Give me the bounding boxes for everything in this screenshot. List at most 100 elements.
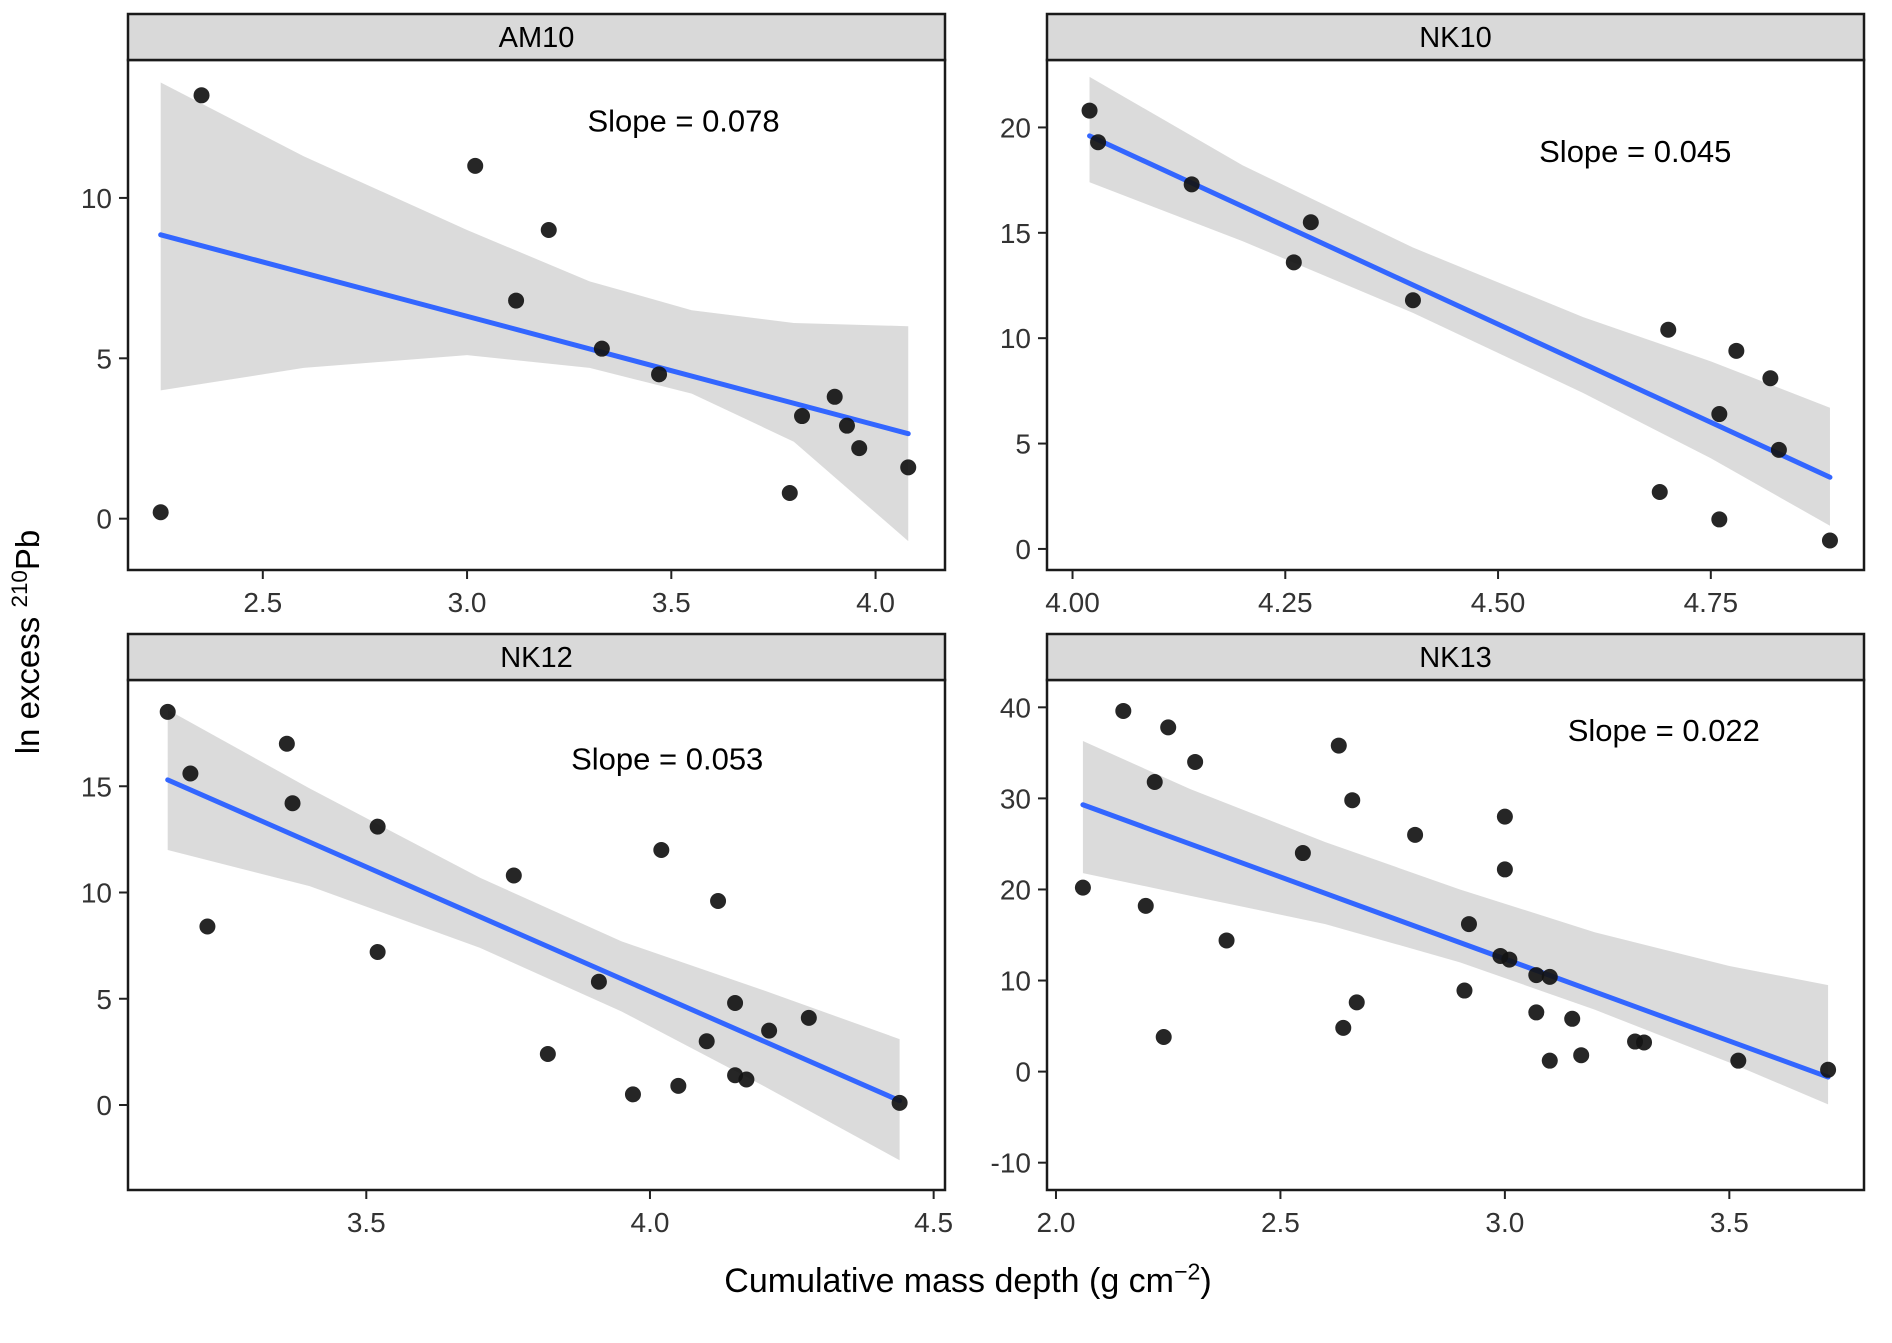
data-point (1456, 982, 1473, 999)
data-point (1762, 370, 1779, 387)
plot-layer (159, 703, 908, 1161)
y-axis-label: ln excess 210Pb (7, 529, 47, 755)
facet-title: AM10 (499, 22, 575, 54)
y-axis-label-column: ln excess 210Pb (0, 12, 56, 1343)
y-tick-label: 20 (1000, 874, 1031, 905)
x-tick-label: 3.5 (347, 1207, 386, 1238)
data-point (369, 944, 386, 960)
data-point (369, 818, 386, 835)
data-point (710, 893, 727, 909)
y-tick-label: 10 (81, 183, 112, 214)
facet-panel-nk12: NK12 3.5 4.0 4.5 0 5 10 15 Slope = 0.053 (81, 632, 953, 1238)
data-point (199, 918, 216, 935)
plot-layer (1081, 76, 1838, 549)
plot-layer (152, 82, 917, 542)
regression-line (158, 232, 911, 437)
data-point (1460, 916, 1477, 933)
panel-background (1047, 60, 1864, 570)
confidence-ribbon (167, 709, 900, 1161)
x-tick-label: 4.50 (1471, 587, 1526, 618)
x-tick-label: 4.00 (1045, 587, 1100, 618)
data-point (727, 995, 744, 1011)
facet-grid: AM10 2.5 3.0 3.5 4.0 0 5 10 Slope = 0.078 NK10 4.… (56, 12, 1892, 1343)
data-point (1820, 1061, 1837, 1078)
data-point (1728, 342, 1745, 359)
y-tick-label: 0 (96, 1090, 112, 1121)
plot-layer (1074, 702, 1837, 1105)
y-tick-label: 10 (81, 878, 112, 909)
data-point (781, 485, 798, 502)
slope-annotation: Slope = 0.045 (1539, 134, 1731, 169)
x-tick-label: 4.0 (631, 1207, 670, 1238)
data-point (1344, 792, 1361, 809)
y-axis-label-isotope: Pb (9, 529, 46, 571)
facet-panel-nk10: NK10 4.00 4.25 4.50 4.75 0 5 10 15 20 Slope = 0.04… (1000, 12, 1866, 618)
y-tick-label: 30 (1000, 783, 1031, 814)
data-point (738, 1071, 755, 1088)
data-point (1711, 511, 1728, 528)
data-point (278, 735, 295, 752)
data-point (891, 1094, 908, 1111)
y-tick-label: 10 (1000, 323, 1031, 354)
data-point (1404, 292, 1421, 309)
data-point (1115, 702, 1132, 719)
x-tick-label: 2.5 (243, 587, 282, 618)
x-tick-label: 4.25 (1258, 587, 1313, 618)
data-point (1074, 879, 1091, 896)
data-point (1160, 719, 1177, 736)
y-tick-label: 10 (1000, 966, 1031, 997)
y-tick-label: 0 (96, 504, 112, 535)
data-point (152, 504, 169, 521)
data-point (1187, 753, 1204, 770)
x-tick-label: 3.5 (1710, 1207, 1749, 1238)
confidence-ribbon (1089, 76, 1830, 526)
data-point (1218, 932, 1235, 949)
data-point (505, 867, 522, 884)
facet-strip (1045, 632, 1866, 682)
slope-annotation: Slope = 0.078 (587, 103, 779, 138)
x-tick-label: 3.5 (652, 587, 691, 618)
y-tick-label: 5 (1015, 429, 1031, 460)
data-point (651, 366, 668, 383)
facet-title: NK13 (1419, 642, 1492, 674)
data-point (1564, 1010, 1581, 1027)
data-point (1496, 861, 1513, 878)
facet-panel-am10: AM10 2.5 3.0 3.5 4.0 0 5 10 Slope = 0.078 (81, 12, 947, 618)
facet-strip (126, 632, 947, 682)
data-point (467, 157, 484, 174)
panel-background (128, 680, 945, 1190)
data-point (193, 87, 210, 104)
confidence-ribbon (1082, 741, 1829, 1105)
confidence-ribbon (160, 82, 909, 542)
data-point (1660, 321, 1677, 338)
data-point (1330, 737, 1347, 754)
data-point (539, 1046, 556, 1062)
x-tick-label: 2.0 (1037, 1207, 1076, 1238)
data-point (1348, 994, 1365, 1011)
data-point (794, 408, 811, 425)
data-point (1294, 845, 1311, 862)
y-axis-label-superscript: 210 (7, 570, 32, 608)
data-point (624, 1086, 641, 1103)
data-point (1302, 214, 1319, 231)
data-point (182, 765, 199, 782)
data-point (284, 795, 301, 812)
data-point (1090, 134, 1107, 151)
data-point (508, 292, 525, 309)
x-axis-label-close: ) (1200, 1262, 1212, 1300)
slope-annotation: Slope = 0.022 (1568, 713, 1760, 748)
data-point (1081, 102, 1098, 119)
data-point (761, 1022, 778, 1039)
x-tick-label: 4.0 (856, 587, 895, 618)
data-point (838, 417, 855, 434)
y-tick-label: 0 (1015, 1057, 1031, 1088)
x-tick-label: 4.75 (1684, 587, 1739, 618)
y-tick-label: 40 (1000, 692, 1031, 723)
facet-strip (1045, 12, 1866, 62)
data-point (590, 973, 607, 990)
x-axis-label: Cumulative mass depth (g cm−2) (56, 1252, 1880, 1301)
data-point (1730, 1052, 1747, 1069)
x-tick-label: 3.0 (448, 587, 487, 618)
data-point (1501, 951, 1518, 968)
